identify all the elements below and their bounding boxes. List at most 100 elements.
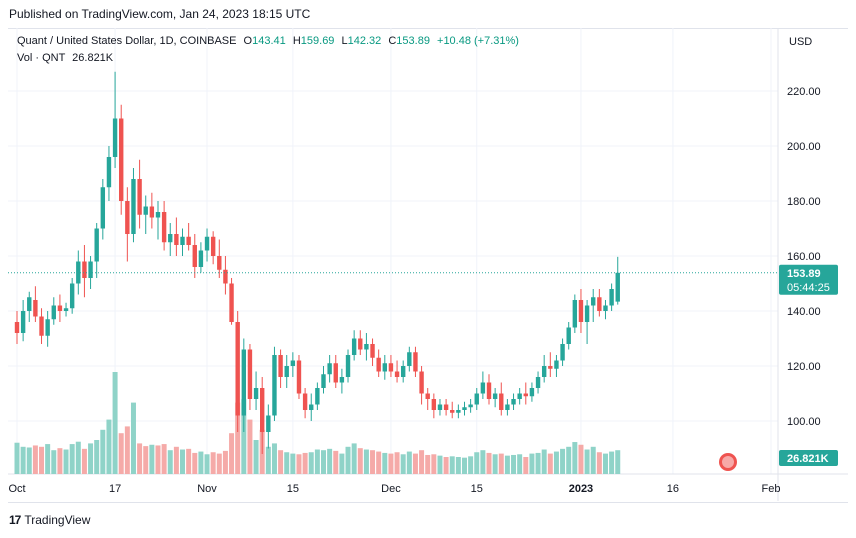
volume-bar	[100, 429, 106, 474]
volume-legend: Vol · QNT 26.821K	[17, 52, 113, 64]
symbol-legend: Quant / United States Dollar, 1D, COINBA…	[17, 35, 519, 47]
volume-bar	[130, 402, 136, 474]
candle-body	[554, 360, 559, 369]
volume-bar	[345, 446, 351, 474]
candle-body	[210, 236, 216, 256]
candle-body	[204, 236, 210, 251]
candle-body	[462, 407, 467, 410]
volume-bar	[468, 456, 474, 474]
candle-body	[321, 374, 326, 388]
volume-bar	[241, 399, 247, 474]
volume-bar	[216, 453, 222, 474]
volume-bar	[167, 450, 173, 474]
candle-body	[27, 297, 32, 311]
candle-body	[76, 261, 81, 284]
candle-body	[180, 236, 185, 245]
volume-bar	[69, 444, 75, 474]
candle-body	[394, 371, 400, 377]
candle-body	[376, 357, 381, 372]
candle-body	[578, 300, 584, 322]
volume-bar	[290, 453, 296, 474]
candle-body	[112, 118, 118, 157]
volume-bar	[155, 445, 161, 474]
time-tick-label: 17	[109, 483, 121, 495]
candle-body	[119, 118, 124, 201]
volume-bar	[45, 444, 51, 474]
volume-bar	[363, 449, 369, 474]
candle-body	[358, 338, 363, 350]
volume-bar	[143, 446, 149, 474]
volume-bar	[547, 453, 553, 474]
price-tick-label: 100.00	[787, 416, 821, 428]
candle-body	[419, 371, 424, 394]
volume-bar	[253, 440, 259, 474]
volume-bar	[192, 452, 198, 474]
low-value: 142.32	[347, 35, 382, 47]
volume-bar	[278, 450, 284, 474]
volume-bar	[321, 450, 326, 474]
volume-bar	[492, 454, 498, 474]
candle-body	[309, 404, 314, 410]
volume-bar	[504, 455, 510, 474]
last-price-badge	[779, 264, 838, 295]
candle-body	[235, 322, 240, 416]
volume-bar	[584, 449, 590, 474]
candle-body	[192, 245, 197, 267]
volume-bar	[553, 451, 559, 474]
volume-bar	[523, 457, 529, 474]
volume-bar	[75, 441, 81, 474]
volume-bar	[149, 444, 155, 474]
volume-bar	[357, 448, 363, 474]
volume-bar	[560, 448, 566, 474]
volume-bar	[615, 450, 621, 474]
volume-bar	[204, 454, 210, 474]
candle-body	[94, 228, 99, 262]
volume-bar	[210, 452, 216, 474]
volume-bar	[327, 448, 333, 474]
candle-body	[560, 344, 565, 361]
volume-bar	[186, 448, 192, 474]
time-tick-label: Oct	[8, 483, 25, 495]
open-value: 143.41	[252, 35, 286, 47]
volume-bar	[333, 450, 339, 474]
low-label: L	[341, 35, 348, 47]
volume-badge	[779, 450, 838, 466]
footer-brand[interactable]: TradingView	[24, 513, 91, 527]
volume-bar	[602, 453, 608, 474]
volume-bar	[498, 453, 504, 474]
candle-body	[161, 212, 167, 243]
volume-bar	[247, 419, 253, 474]
candle-body	[88, 261, 93, 278]
candle-body	[63, 308, 69, 311]
candle-body	[100, 187, 106, 229]
candle-body	[278, 355, 283, 377]
published-header: Published on TradingView.com, Jan 24, 20…	[9, 7, 311, 21]
candle-body	[437, 404, 443, 410]
candle-body	[407, 352, 412, 366]
candle-body	[480, 382, 486, 394]
candle-body	[155, 212, 161, 218]
volume-bar	[412, 453, 418, 474]
volume-bar	[39, 446, 45, 474]
volume-bar	[222, 450, 228, 474]
volume-bar	[308, 452, 314, 474]
volume-bar	[419, 450, 425, 474]
candle-body	[290, 360, 296, 366]
candle-body	[499, 393, 504, 410]
time-tick-label: Feb	[762, 483, 781, 495]
volume-bar	[578, 444, 584, 474]
candle-body	[388, 363, 394, 372]
candle-body	[223, 269, 228, 284]
volume-bar	[81, 448, 87, 474]
volume-bar	[596, 452, 602, 474]
volume-bar	[118, 433, 124, 474]
volume-bar	[566, 446, 572, 474]
candle-body	[541, 366, 547, 377]
candle-body	[615, 272, 620, 302]
candle-body	[413, 352, 418, 372]
volume-bar	[425, 454, 431, 474]
candle-body	[370, 344, 375, 358]
candle-body	[82, 261, 87, 278]
candle-body	[431, 399, 437, 410]
